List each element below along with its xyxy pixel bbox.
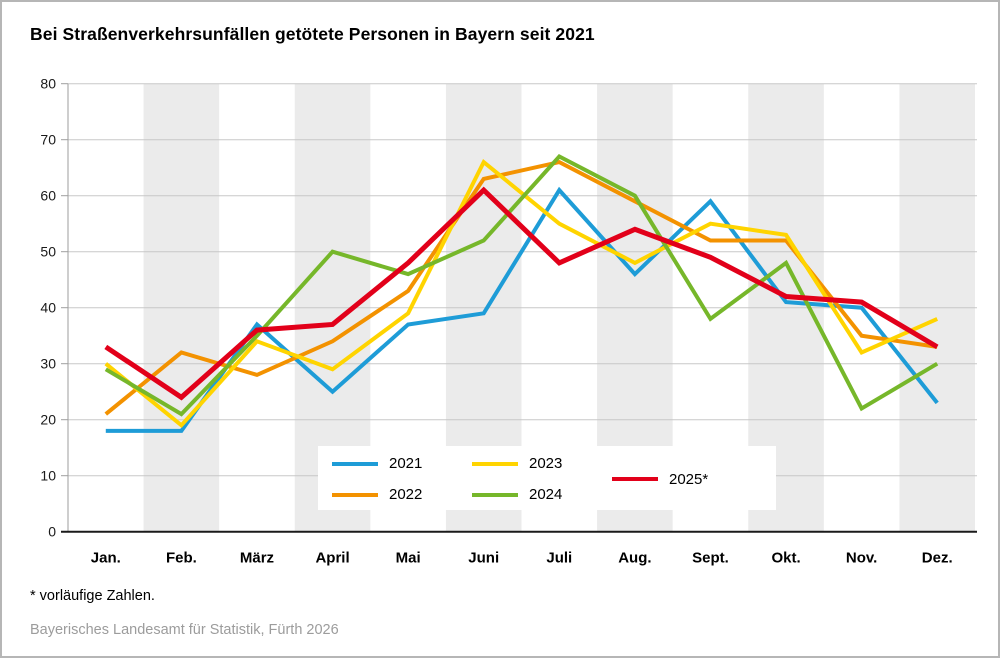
x-axis-label-Mai: Mai xyxy=(396,550,421,567)
legend-column-1: 2021 2022 xyxy=(332,448,472,510)
legend-item-2022: 2022 xyxy=(332,480,472,509)
legend-column-3: 2025* xyxy=(612,448,752,510)
x-axis-label-Juni: Juni xyxy=(468,550,499,567)
y-axis-label-10: 10 xyxy=(40,468,56,484)
y-axis-label-50: 50 xyxy=(40,244,56,260)
legend-item-2025: 2025* xyxy=(612,465,752,494)
x-axis-label-Jan.: Jan. xyxy=(91,550,121,567)
legend-label-2024: 2024 xyxy=(529,486,563,503)
y-axis-label-0: 0 xyxy=(48,524,56,540)
legend-label-2025: 2025* xyxy=(669,470,709,488)
x-axis-label-Nov.: Nov. xyxy=(846,550,877,567)
x-axis-label-Sept.: Sept. xyxy=(692,550,729,567)
y-axis-label-60: 60 xyxy=(40,188,56,204)
legend-swatch-2022 xyxy=(332,492,378,497)
x-axis-label-März: März xyxy=(240,550,274,567)
x-axis-label-Dez.: Dez. xyxy=(922,550,953,567)
chart-source: Bayerisches Landesamt für Statistik, Für… xyxy=(30,622,339,638)
chart-title: Bei Straßenverkehrsunfällen getötete Per… xyxy=(30,24,595,44)
series-line-2024 xyxy=(104,154,939,417)
legend-item-2023: 2023 xyxy=(472,449,612,478)
x-axis-label-Okt.: Okt. xyxy=(771,550,800,567)
y-axis-label-20: 20 xyxy=(40,412,56,428)
legend-item-2024: 2024 xyxy=(472,480,612,509)
legend-item-2021: 2021 xyxy=(332,449,472,478)
y-axis-label-40: 40 xyxy=(40,300,56,316)
x-axis-label-April: April xyxy=(315,550,349,567)
y-axis-label-80: 80 xyxy=(40,76,56,92)
series-line-2025* xyxy=(104,186,939,401)
legend-swatch-2025 xyxy=(612,477,658,481)
y-axis-label-70: 70 xyxy=(40,132,56,148)
legend-label-2021: 2021 xyxy=(389,455,423,472)
legend-swatch-2024 xyxy=(472,492,518,497)
x-axis-label-Feb.: Feb. xyxy=(166,550,197,567)
series-line-2023 xyxy=(104,158,939,429)
chart-legend: 2021 2022 2023 2024 2025* xyxy=(318,446,776,510)
chart-footnote: * vorläufige Zahlen. xyxy=(30,588,155,604)
x-axis-label-Aug.: Aug. xyxy=(618,550,651,567)
x-axis-label-Juli: Juli xyxy=(546,550,572,567)
legend-column-2: 2023 2024 xyxy=(472,448,612,510)
legend-label-2022: 2022 xyxy=(389,486,423,503)
legend-swatch-2023 xyxy=(472,461,518,466)
y-axis-label-30: 30 xyxy=(40,356,56,372)
legend-swatch-2021 xyxy=(332,461,378,466)
legend-label-2023: 2023 xyxy=(529,455,563,472)
